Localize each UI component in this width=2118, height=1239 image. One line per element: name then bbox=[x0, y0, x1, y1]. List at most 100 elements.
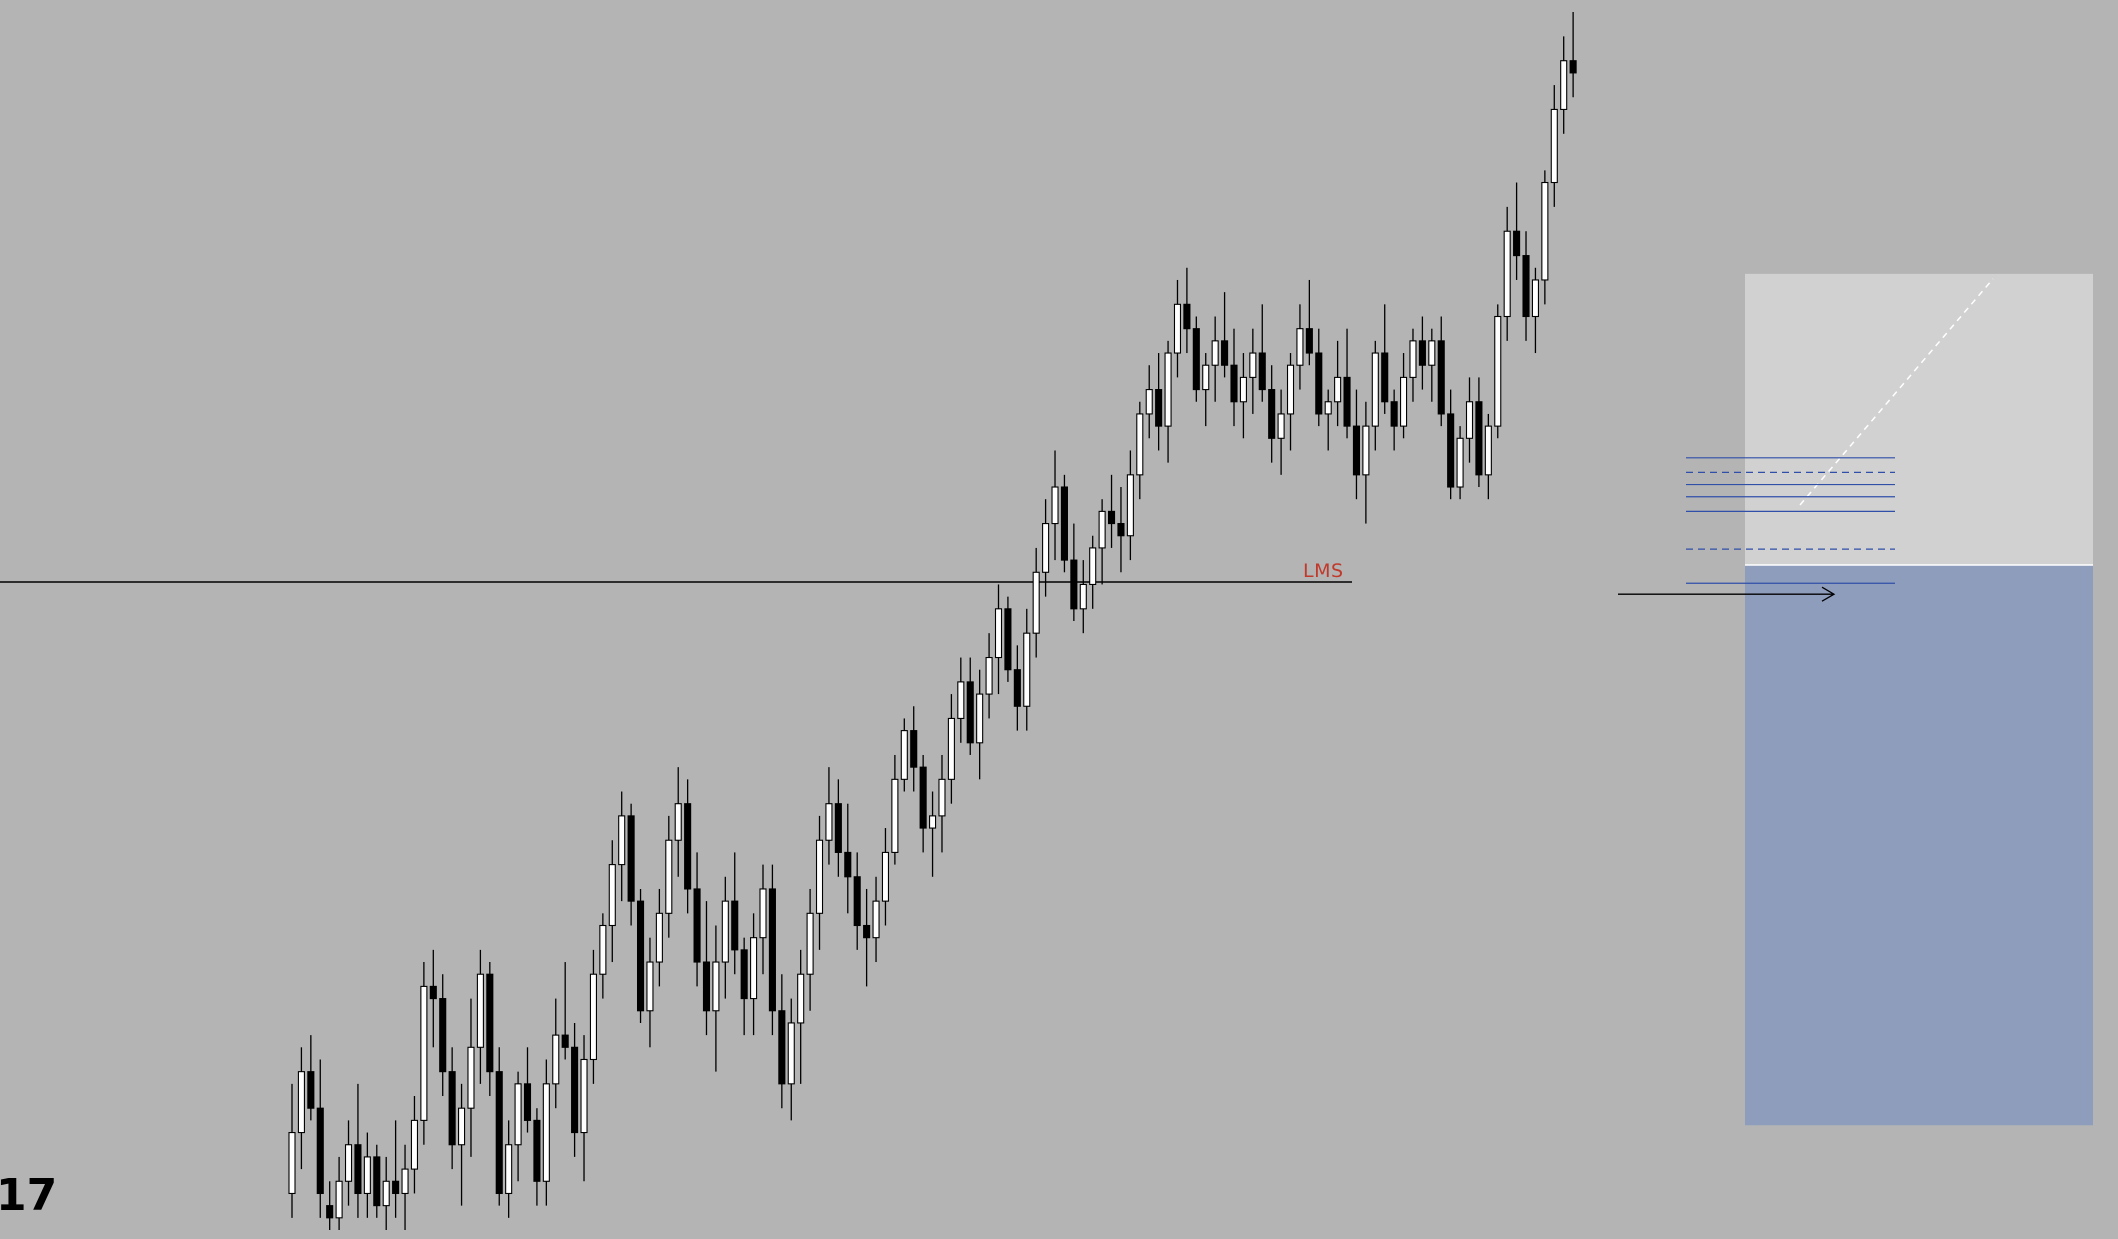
candle-body bbox=[1098, 510, 1106, 549]
candle-body bbox=[957, 681, 965, 719]
candle-body bbox=[994, 608, 1003, 659]
candle-body bbox=[1305, 328, 1313, 354]
candle-body bbox=[505, 1144, 513, 1195]
candle-body bbox=[1447, 413, 1455, 488]
candle-body bbox=[288, 1132, 296, 1195]
candle-body bbox=[1324, 401, 1332, 415]
candle-body bbox=[778, 1010, 786, 1085]
candle-body bbox=[1381, 352, 1389, 403]
candle-body bbox=[712, 961, 720, 1012]
candle-body bbox=[731, 900, 739, 951]
lms-label: LMS bbox=[1303, 560, 1344, 582]
candle-body bbox=[787, 1022, 795, 1085]
candle-body bbox=[910, 730, 918, 768]
candle-body bbox=[448, 1071, 456, 1146]
candle-body bbox=[665, 839, 673, 914]
candle-body bbox=[608, 864, 616, 927]
candle-body bbox=[1437, 340, 1445, 415]
candle-body bbox=[929, 815, 937, 829]
candle-body bbox=[1117, 523, 1125, 537]
candle-body bbox=[373, 1156, 381, 1207]
candle-body bbox=[1051, 486, 1059, 525]
candle-body bbox=[900, 730, 908, 780]
candle-body bbox=[476, 973, 484, 1048]
candle-body bbox=[1428, 340, 1436, 366]
candle-body bbox=[966, 681, 974, 744]
candle-body bbox=[1531, 279, 1539, 318]
candle-body bbox=[1522, 255, 1530, 318]
candle-body bbox=[947, 717, 955, 780]
candle-body bbox=[759, 888, 767, 939]
candle-body bbox=[1343, 376, 1351, 427]
candle-body bbox=[580, 1058, 588, 1134]
candle-body bbox=[401, 1168, 409, 1195]
candle-body bbox=[806, 912, 814, 975]
candle-body bbox=[1249, 352, 1257, 378]
candle-body bbox=[1484, 425, 1492, 476]
candle-body bbox=[1456, 437, 1464, 488]
candle-body bbox=[815, 839, 824, 914]
candle-body bbox=[636, 900, 645, 1012]
candle-body bbox=[976, 693, 984, 744]
candle-body bbox=[542, 1083, 550, 1182]
candle-body bbox=[834, 803, 842, 853]
candle-body bbox=[1334, 376, 1342, 403]
candle-body bbox=[1136, 413, 1144, 476]
candle-body bbox=[1060, 486, 1068, 561]
candle-body bbox=[1042, 523, 1050, 573]
candle-body bbox=[1145, 389, 1153, 415]
candle-body bbox=[684, 803, 692, 890]
candle-body bbox=[721, 900, 729, 963]
candle-body bbox=[1390, 401, 1398, 427]
candle-body bbox=[1465, 401, 1474, 439]
candle-body bbox=[552, 1034, 560, 1085]
candle-body bbox=[1192, 328, 1200, 391]
candle-body bbox=[316, 1107, 324, 1195]
candle-body bbox=[797, 973, 805, 1024]
candle-body bbox=[1013, 669, 1021, 707]
candle-body bbox=[1221, 340, 1229, 366]
candle-body bbox=[1400, 376, 1408, 427]
candle-body bbox=[919, 766, 927, 829]
candle-body bbox=[1089, 547, 1097, 586]
candle-body bbox=[1296, 328, 1304, 366]
candle-body bbox=[627, 815, 635, 902]
candle-body bbox=[1032, 571, 1040, 634]
candle-body bbox=[1258, 352, 1266, 391]
candle-body bbox=[1268, 389, 1276, 439]
candle-body bbox=[561, 1034, 569, 1048]
candle-body bbox=[354, 1144, 362, 1195]
arrow-head bbox=[1821, 586, 1836, 602]
candle-body bbox=[1079, 583, 1087, 610]
rr-stop-zone[interactable] bbox=[1745, 564, 2093, 1126]
candle-body bbox=[1503, 230, 1511, 318]
rr-target-zone[interactable] bbox=[1745, 273, 2093, 565]
candle-body bbox=[985, 656, 993, 695]
candle-body bbox=[326, 1205, 334, 1219]
candle-body bbox=[1211, 340, 1219, 366]
candle-body bbox=[1183, 303, 1191, 330]
candle-body bbox=[618, 815, 626, 866]
candle-body bbox=[863, 924, 871, 939]
candle-body bbox=[1126, 474, 1134, 537]
candle-body bbox=[439, 998, 447, 1073]
candle-body bbox=[740, 949, 748, 1000]
candle-body bbox=[1173, 303, 1182, 354]
candle-body bbox=[1164, 352, 1172, 427]
candle-body bbox=[571, 1046, 579, 1134]
candle-body bbox=[693, 888, 701, 963]
candle-body bbox=[1475, 401, 1483, 476]
candle-body bbox=[1277, 413, 1285, 439]
candle-body bbox=[382, 1180, 390, 1207]
candle-body bbox=[467, 1046, 475, 1109]
candle-body bbox=[674, 803, 682, 841]
candle-body bbox=[458, 1107, 466, 1146]
candle-body bbox=[844, 851, 852, 878]
candle-body bbox=[1023, 632, 1031, 707]
candle-body bbox=[514, 1083, 522, 1146]
candle-body bbox=[495, 1071, 503, 1195]
candle-body bbox=[523, 1083, 532, 1121]
watermark-logo: 17 bbox=[0, 1170, 58, 1221]
